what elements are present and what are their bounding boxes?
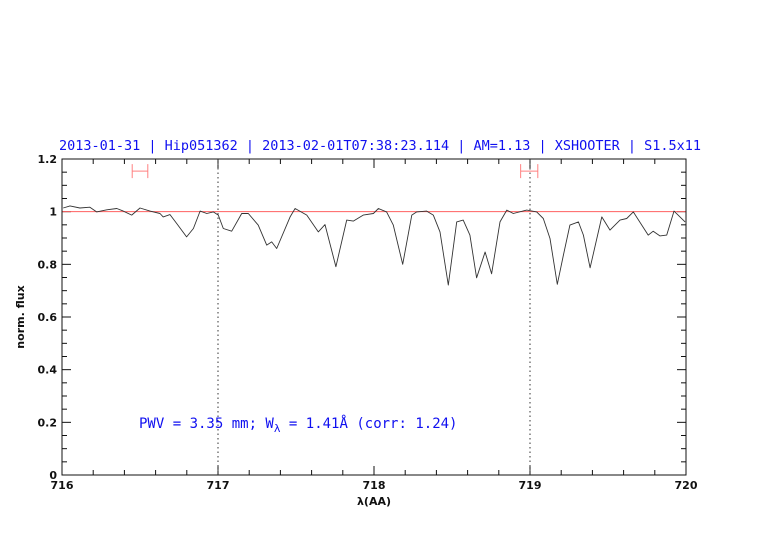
y-tick-label: 0.4: [38, 364, 58, 377]
y-tick-label: 1.2: [38, 153, 58, 166]
spectrum-line: [63, 205, 686, 286]
chart-marks: [62, 159, 686, 475]
tick-labels: 716 717 718 719 720 0 0.2 0.4 0.6 0.8 1 1.2: [38, 153, 698, 492]
y-tick-label: 0.8: [38, 258, 58, 271]
annotation-prefix: PWV = 3.35 mm; W: [139, 416, 274, 432]
x-tick-label: 719: [519, 479, 542, 492]
annotation-suffix: = 1.41Å (corr: 1.24): [280, 415, 457, 432]
x-tick-label: 718: [363, 479, 386, 492]
pwv-annotation: PWV = 3.35 mm; Wλ = 1.41Å (corr: 1.24): [139, 415, 458, 435]
x-axis-label: λ(AA): [357, 495, 391, 508]
y-tick-label: 0.2: [38, 416, 58, 429]
annotation-subscript: λ: [274, 422, 281, 435]
y-tick-label: 1: [49, 206, 57, 219]
y-axis-label: norm. flux: [14, 285, 27, 348]
x-tick-label: 717: [207, 479, 230, 492]
y-tick-label: 0.6: [38, 311, 58, 324]
x-tick-label: 720: [675, 479, 698, 492]
y-tick-label: 0: [49, 469, 57, 482]
chart-title: 2013-01-31 | Hip051362 | 2013-02-01T07:3…: [59, 138, 701, 154]
plot-frame: [61, 158, 687, 476]
x-tick-label: 716: [51, 479, 74, 492]
